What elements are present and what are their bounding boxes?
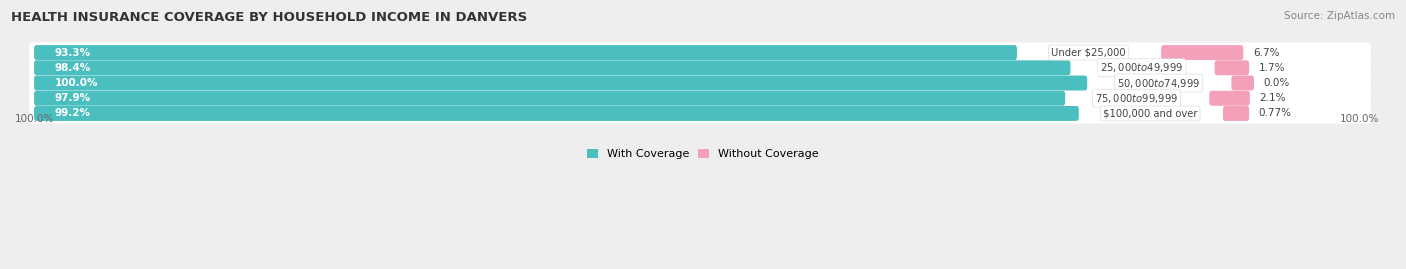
- Text: $25,000 to $49,999: $25,000 to $49,999: [1101, 61, 1184, 74]
- FancyBboxPatch shape: [30, 58, 1371, 78]
- Text: 0.77%: 0.77%: [1258, 108, 1292, 118]
- Text: Source: ZipAtlas.com: Source: ZipAtlas.com: [1284, 11, 1395, 21]
- Text: 1.7%: 1.7%: [1258, 63, 1285, 73]
- FancyBboxPatch shape: [30, 73, 1371, 93]
- Text: 98.4%: 98.4%: [55, 63, 90, 73]
- Text: $100,000 and over: $100,000 and over: [1104, 108, 1198, 118]
- Text: 99.2%: 99.2%: [55, 108, 90, 118]
- FancyBboxPatch shape: [30, 43, 1371, 63]
- Legend: With Coverage, Without Coverage: With Coverage, Without Coverage: [582, 144, 824, 164]
- Text: 97.9%: 97.9%: [55, 93, 90, 103]
- FancyBboxPatch shape: [34, 60, 1070, 75]
- Text: Under $25,000: Under $25,000: [1052, 48, 1126, 58]
- Text: 2.1%: 2.1%: [1260, 93, 1286, 103]
- Text: 93.3%: 93.3%: [55, 48, 90, 58]
- Text: $75,000 to $99,999: $75,000 to $99,999: [1095, 92, 1178, 105]
- Text: 100.0%: 100.0%: [55, 78, 98, 88]
- FancyBboxPatch shape: [30, 88, 1371, 108]
- FancyBboxPatch shape: [1223, 106, 1249, 121]
- FancyBboxPatch shape: [1209, 91, 1250, 106]
- Text: 0.0%: 0.0%: [1264, 78, 1289, 88]
- FancyBboxPatch shape: [1161, 45, 1243, 60]
- Text: 6.7%: 6.7%: [1253, 48, 1279, 58]
- FancyBboxPatch shape: [1232, 76, 1254, 90]
- Text: HEALTH INSURANCE COVERAGE BY HOUSEHOLD INCOME IN DANVERS: HEALTH INSURANCE COVERAGE BY HOUSEHOLD I…: [11, 11, 527, 24]
- Text: $50,000 to $74,999: $50,000 to $74,999: [1118, 76, 1201, 90]
- FancyBboxPatch shape: [34, 45, 1017, 60]
- FancyBboxPatch shape: [30, 103, 1371, 123]
- FancyBboxPatch shape: [34, 91, 1066, 106]
- Text: 100.0%: 100.0%: [15, 114, 55, 124]
- Text: 100.0%: 100.0%: [1340, 114, 1379, 124]
- FancyBboxPatch shape: [1215, 60, 1249, 75]
- FancyBboxPatch shape: [34, 106, 1078, 121]
- FancyBboxPatch shape: [34, 76, 1087, 90]
